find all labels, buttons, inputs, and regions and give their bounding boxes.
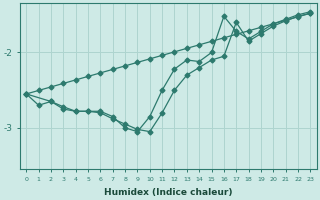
X-axis label: Humidex (Indice chaleur): Humidex (Indice chaleur)	[104, 188, 233, 197]
